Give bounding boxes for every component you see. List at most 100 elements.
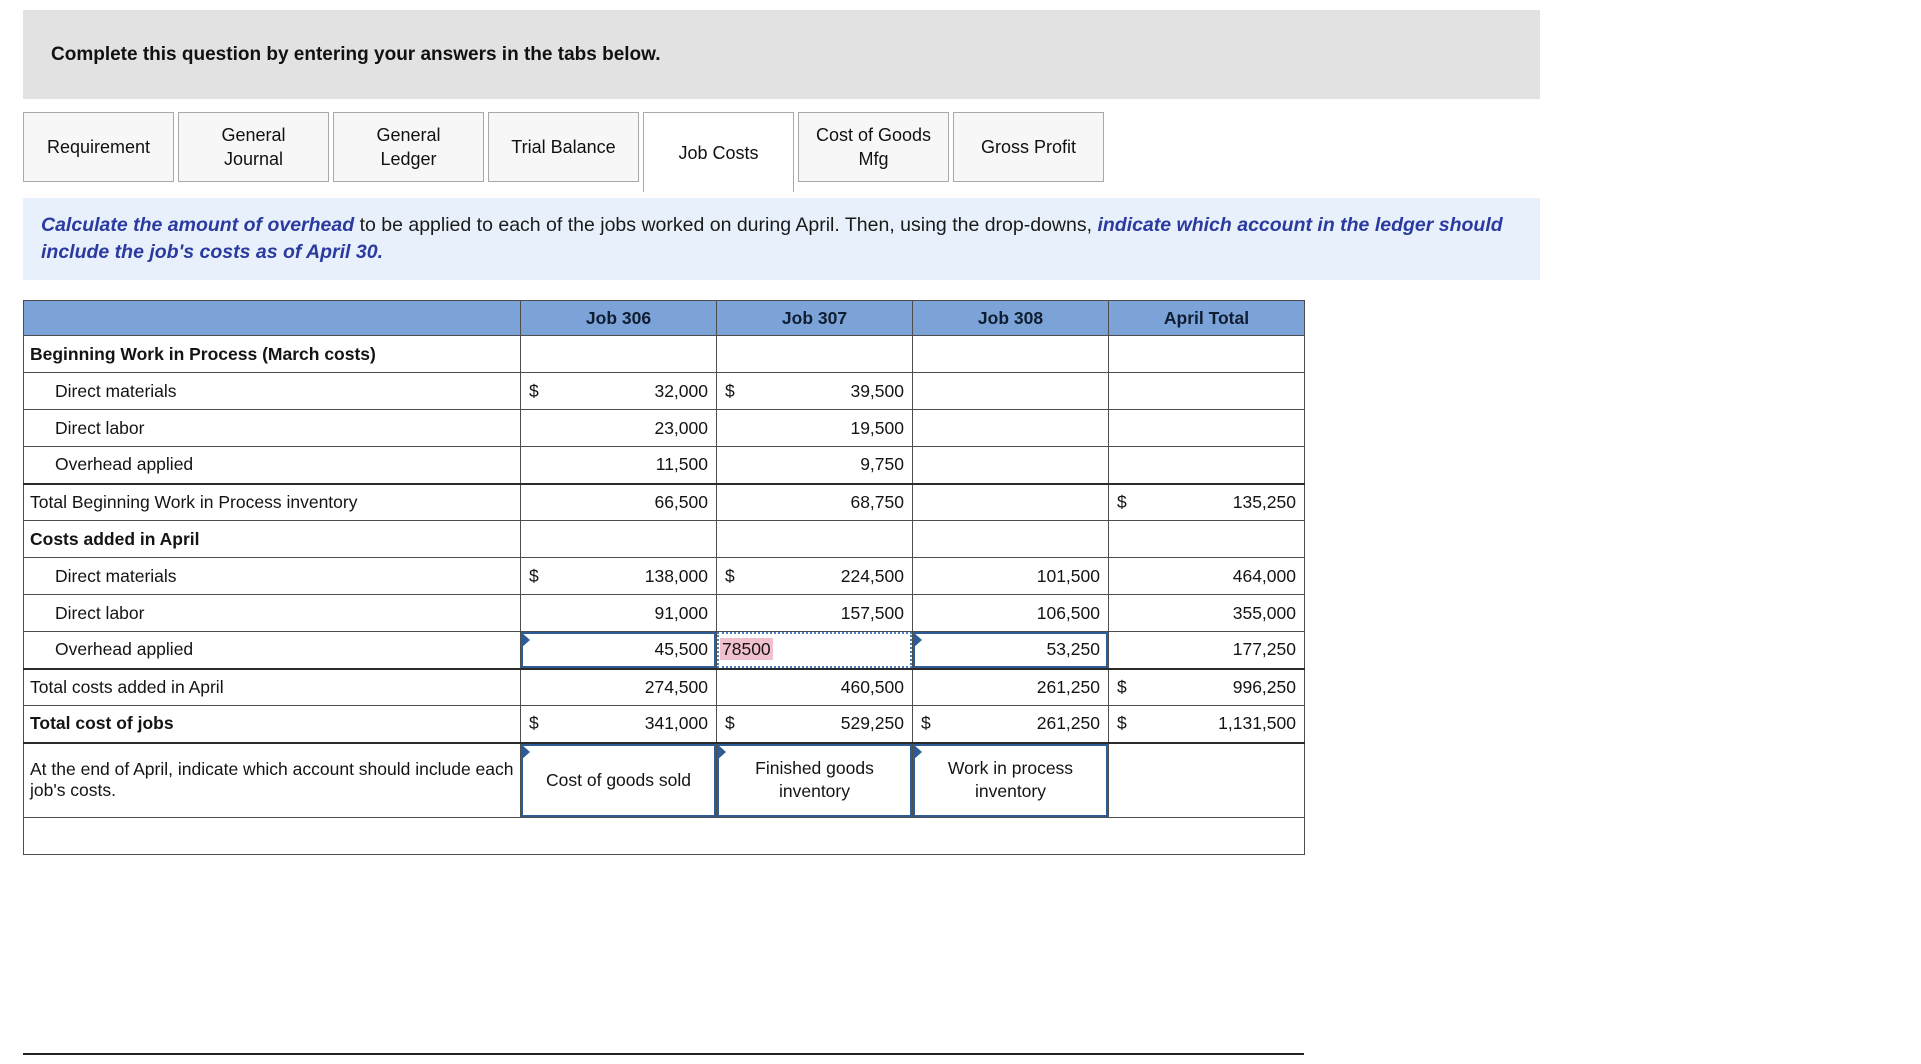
amount-cell-job308 xyxy=(912,482,1109,521)
table-row: Direct labor 23,000 19,500 xyxy=(23,409,1305,447)
amount-value: 529,250 xyxy=(840,713,904,734)
row-label: Direct labor xyxy=(23,409,521,447)
dropdown-value: Work in process inventory xyxy=(947,758,1074,802)
amount-value: 460,500 xyxy=(840,676,904,697)
overhead-input-job307[interactable]: 78500 xyxy=(716,631,913,669)
instruction-box: Calculate the amount of overhead to be a… xyxy=(23,198,1540,280)
amount-value: 39,500 xyxy=(850,380,904,401)
amount-value: 9,750 xyxy=(860,454,904,475)
table-row: Beginning Work in Process (March costs) xyxy=(23,335,1305,373)
amount-value: 68,750 xyxy=(850,491,904,512)
banner: Complete this question by entering your … xyxy=(23,10,1540,99)
instruction-emphasis: indicate which account in the ledger sho… xyxy=(41,214,1503,263)
amount-cell-job308 xyxy=(912,446,1109,484)
amount-value: 261,250 xyxy=(1036,676,1100,697)
tab-job-costs[interactable]: Job Costs xyxy=(643,112,794,192)
input-marker-icon xyxy=(521,632,530,648)
amount-cell-april_total: 355,000 xyxy=(1108,594,1305,632)
amount-value: 138,000 xyxy=(644,565,708,586)
amount-cell-april_total xyxy=(1108,372,1305,410)
amount-cell-job306: $341,000 xyxy=(520,705,717,743)
account-dropdown-job308[interactable]: Work in process inventory xyxy=(912,741,1109,818)
amount-cell-job307: $39,500 xyxy=(716,372,913,410)
amount-value: 996,250 xyxy=(1232,676,1296,697)
amount-cell-job308: $261,250 xyxy=(912,705,1109,743)
amount-value: 91,000 xyxy=(654,602,708,623)
table-row: Direct materials $138,000 $224,500 101,500 4… xyxy=(23,557,1305,595)
input-marker-icon xyxy=(717,743,726,760)
amount-value: 274,500 xyxy=(644,676,708,697)
dropdown-value: Cost of goods sold xyxy=(546,769,691,790)
amount-cell-april_total xyxy=(1108,520,1305,558)
input-marker-icon xyxy=(913,632,922,648)
amount-cell-april_total: 177,250 xyxy=(1108,631,1305,669)
amount-value: 1,131,500 xyxy=(1218,713,1296,734)
dollar-sign: $ xyxy=(725,380,735,401)
overhead-input-job308[interactable]: 53,250 xyxy=(912,631,1109,669)
row-label: Total Beginning Work in Process inventor… xyxy=(23,482,521,521)
dollar-sign: $ xyxy=(1117,491,1127,512)
amount-value: 32,000 xyxy=(654,380,708,401)
account-dropdown-job307[interactable]: Finished goods inventory xyxy=(716,741,913,818)
amount-cell-job307 xyxy=(716,335,913,373)
amount-cell-job306: 274,500 xyxy=(520,667,717,706)
amount-cell-job307: 460,500 xyxy=(716,667,913,706)
account-selection-row: At the end of April, indicate which acco… xyxy=(23,741,1305,818)
amount-cell-job306: $32,000 xyxy=(520,372,717,410)
amount-cell-job307: 19,500 xyxy=(716,409,913,447)
dollar-sign: $ xyxy=(1117,676,1127,697)
dollar-sign: $ xyxy=(1117,713,1127,734)
amount-value: 66,500 xyxy=(654,491,708,512)
bottom-divider xyxy=(23,1053,1304,1055)
amount-value: 11,500 xyxy=(655,454,708,475)
amount-cell-april_total: $135,250 xyxy=(1108,482,1305,521)
amount-cell-april_total: $996,250 xyxy=(1108,667,1305,706)
amount-value: 464,000 xyxy=(1232,565,1296,586)
amount-cell-job307: $529,250 xyxy=(716,705,913,743)
dropdown-value: Finished goods inventory xyxy=(755,758,874,802)
input-marker-icon xyxy=(913,743,922,760)
tab-requirement[interactable]: Requirement xyxy=(23,112,174,182)
row-label: Direct materials xyxy=(23,557,521,595)
tab-bar: Requirement General Journal General Ledger… xyxy=(23,112,1921,193)
tab-trial-balance[interactable]: Trial Balance xyxy=(488,112,639,182)
row-label: Total cost of jobs xyxy=(23,705,521,743)
row-label: Beginning Work in Process (March costs) xyxy=(23,335,521,373)
tab-general-ledger[interactable]: General Ledger xyxy=(333,112,484,182)
instruction-plain: to be applied to each of the jobs worked… xyxy=(354,214,1098,236)
amount-cell-job308 xyxy=(912,520,1109,558)
dollar-sign: $ xyxy=(725,565,735,586)
tab-gross-profit[interactable]: Gross Profit xyxy=(953,112,1104,182)
amount-cell-april_total xyxy=(1108,409,1305,447)
amount-cell-job307: 68,750 xyxy=(716,482,913,521)
table-row: Overhead applied 45,500 78500 53,250 177,250 xyxy=(23,631,1305,669)
amount-value: 177,250 xyxy=(1232,639,1296,660)
amount-cell-job307: 9,750 xyxy=(716,446,913,484)
amount-cell-april_total xyxy=(1108,446,1305,484)
amount-value: 53,250 xyxy=(1046,639,1100,660)
row-label: Costs added in April xyxy=(23,520,521,558)
instruction-text: Calculate the amount of overhead to be a… xyxy=(41,214,1503,263)
amount-value: 23,000 xyxy=(654,417,708,438)
overhead-input-job306[interactable]: 45,500 xyxy=(520,631,717,669)
tab-cost-of-goods-mfg[interactable]: Cost of Goods Mfg xyxy=(798,112,949,182)
row-label: Total costs added in April xyxy=(23,667,521,706)
row-label: Direct materials xyxy=(23,372,521,410)
tab-general-journal[interactable]: General Journal xyxy=(178,112,329,182)
dollar-sign: $ xyxy=(529,565,539,586)
account-dropdown-job306[interactable]: Cost of goods sold xyxy=(520,741,717,818)
table-row: Total Beginning Work in Process inventor… xyxy=(23,482,1305,521)
amount-cell-job306: $138,000 xyxy=(520,557,717,595)
table-header-row: Job 306 Job 307 Job 308 April Total xyxy=(23,300,1305,336)
account-note: At the end of April, indicate which acco… xyxy=(23,741,521,818)
col-header-job307: Job 307 xyxy=(716,300,913,336)
table-row: Direct materials $32,000 $39,500 xyxy=(23,372,1305,410)
amount-value: 355,000 xyxy=(1232,602,1296,623)
amount-cell-job306 xyxy=(520,335,717,373)
amount-cell-job306 xyxy=(520,520,717,558)
amount-cell-job306: 11,500 xyxy=(520,446,717,484)
table-row: Costs added in April xyxy=(23,520,1305,558)
amount-cell-job306: 91,000 xyxy=(520,594,717,632)
amount-cell-job306: 23,000 xyxy=(520,409,717,447)
